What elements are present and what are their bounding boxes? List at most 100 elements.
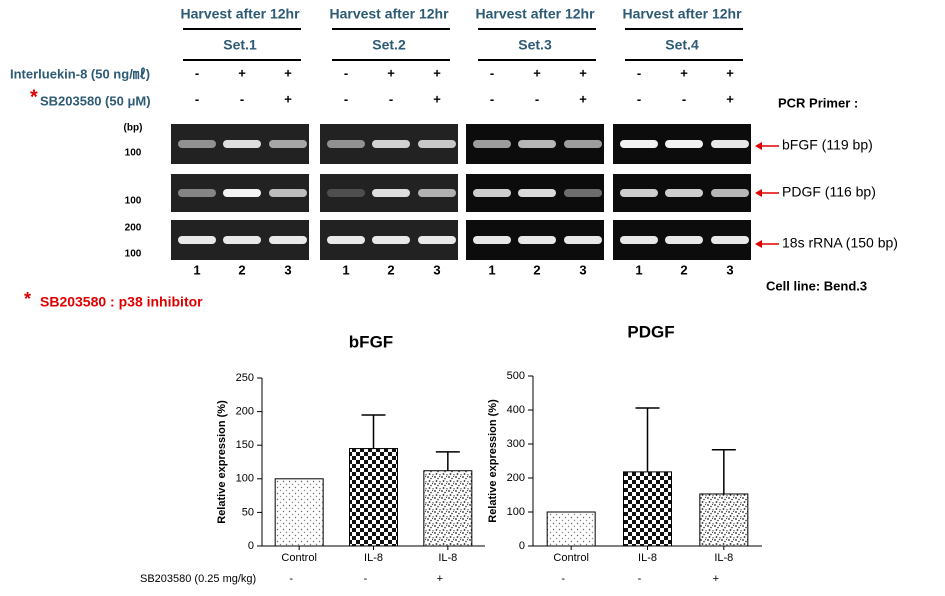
band	[327, 189, 365, 197]
error-bar	[361, 414, 386, 449]
sign: +	[284, 65, 292, 80]
y-tick-label: 50	[242, 506, 254, 518]
bar	[623, 471, 672, 547]
treatment-sign: -	[638, 573, 642, 585]
sign: -	[682, 91, 686, 106]
error-bar	[711, 449, 736, 494]
bar	[274, 478, 324, 547]
band	[711, 140, 749, 148]
band	[269, 236, 307, 244]
sign: +	[238, 65, 246, 80]
sign: +	[284, 91, 292, 106]
y-tick-label: 0	[519, 540, 525, 552]
sign: +	[726, 91, 734, 106]
x-tick-label: IL-8	[364, 552, 383, 564]
band	[473, 189, 511, 197]
band	[564, 236, 602, 244]
band	[178, 140, 216, 148]
y-tick-label: 0	[248, 540, 254, 552]
band	[665, 189, 703, 197]
band	[518, 189, 556, 197]
y-tick-label: 100	[236, 473, 254, 485]
lane-number: 2	[238, 262, 245, 277]
set-label: Set.4	[665, 37, 699, 53]
sign: +	[433, 91, 441, 106]
band	[665, 236, 703, 244]
x-tick-label: IL-8	[638, 552, 657, 564]
lane-number: 2	[387, 262, 394, 277]
sign: +	[579, 91, 587, 106]
bp-unit: (bp)	[124, 123, 143, 134]
band	[620, 189, 658, 197]
primer-heading: PCR Primer :	[778, 95, 858, 110]
band	[269, 189, 307, 197]
arrow-head	[755, 142, 762, 150]
bar	[699, 493, 749, 547]
lane-number: 2	[533, 262, 540, 277]
treatment-label: SB203580 (50 μM)	[40, 93, 151, 108]
y-tick-label: 200	[507, 472, 525, 484]
band	[178, 236, 216, 244]
band	[372, 236, 410, 244]
set-label: Set.1	[223, 37, 257, 53]
treatment-label: Interluekin-8 (50 ng/㎖)	[10, 66, 150, 81]
sign: -	[344, 65, 348, 80]
bar	[546, 511, 596, 547]
y-tick-label: 150	[236, 439, 254, 451]
band	[372, 189, 410, 197]
footnote: SB203580 : p38 inhibitor	[40, 294, 203, 310]
lane-number: 3	[579, 262, 586, 277]
bar	[349, 448, 398, 547]
band	[178, 189, 216, 197]
bp-marker: 100	[125, 148, 142, 159]
band	[473, 140, 511, 148]
lane-number: 1	[193, 262, 200, 277]
band	[711, 236, 749, 244]
lane-number: 1	[488, 262, 495, 277]
band	[418, 236, 456, 244]
harvest-label: Harvest after 12hr	[329, 6, 449, 22]
sign: -	[195, 91, 199, 106]
set-label: Set.2	[372, 37, 406, 53]
y-tick-label: 300	[507, 438, 525, 450]
y-tick-label: 400	[507, 404, 525, 416]
sign: -	[344, 91, 348, 106]
primer-label: bFGF (119 bp)	[782, 137, 873, 153]
treatment-sign: -	[289, 573, 293, 585]
y-tick-label: 250	[236, 372, 254, 384]
x-tick-label: IL-8	[438, 552, 457, 564]
band	[473, 236, 511, 244]
band	[372, 140, 410, 148]
sign: -	[240, 91, 244, 106]
harvest-label: Harvest after 12hr	[180, 6, 300, 22]
band	[269, 140, 307, 148]
sign: -	[195, 65, 199, 80]
band	[518, 236, 556, 244]
lane-number: 2	[680, 262, 687, 277]
band	[327, 236, 365, 244]
arrow-head	[755, 240, 762, 248]
chart-title: PDGF	[627, 322, 674, 341]
band	[223, 189, 261, 197]
sign: -	[637, 65, 641, 80]
y-axis-label: Relative expression (%)	[487, 399, 499, 523]
error-bar	[635, 407, 660, 472]
cell-line: Cell line: Bend.3	[766, 278, 867, 293]
star: *	[30, 86, 38, 108]
sign: +	[579, 65, 587, 80]
sign: -	[490, 65, 494, 80]
sign: -	[389, 91, 393, 106]
band	[665, 140, 703, 148]
treatment-sign: -	[561, 573, 565, 585]
sign: -	[637, 91, 641, 106]
band	[564, 140, 602, 148]
lane-number: 1	[635, 262, 642, 277]
band	[564, 189, 602, 197]
sign: +	[680, 65, 688, 80]
star: *	[24, 289, 31, 309]
chart-title: bFGF	[349, 332, 393, 351]
harvest-label: Harvest after 12hr	[622, 6, 742, 22]
error-bar	[435, 451, 460, 471]
bp-marker: 100	[125, 196, 142, 207]
lane-number: 1	[342, 262, 349, 277]
